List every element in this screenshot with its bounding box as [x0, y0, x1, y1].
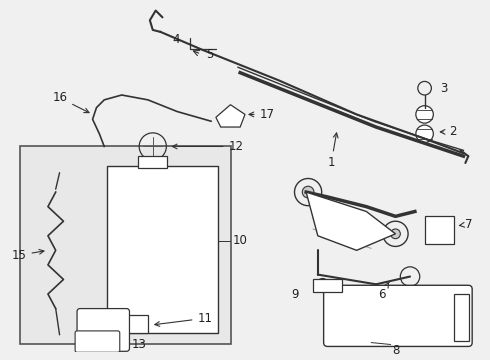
- Text: 13: 13: [131, 338, 147, 351]
- Text: 14: 14: [107, 328, 122, 347]
- Circle shape: [94, 320, 113, 339]
- Text: 7: 7: [460, 217, 473, 231]
- Bar: [20, 147, 231, 345]
- Polygon shape: [306, 192, 395, 250]
- Text: 12: 12: [172, 140, 244, 153]
- Circle shape: [302, 186, 314, 198]
- Polygon shape: [112, 315, 148, 333]
- Circle shape: [416, 125, 433, 143]
- Text: 15: 15: [12, 249, 44, 262]
- Text: 9: 9: [291, 288, 298, 301]
- Circle shape: [377, 311, 385, 319]
- Text: 11: 11: [155, 312, 213, 326]
- Text: 5: 5: [206, 48, 214, 61]
- Polygon shape: [425, 216, 454, 243]
- FancyBboxPatch shape: [107, 166, 218, 333]
- Text: 1: 1: [327, 133, 338, 170]
- Circle shape: [371, 306, 391, 325]
- FancyBboxPatch shape: [75, 331, 120, 352]
- Text: 10: 10: [232, 234, 247, 247]
- Text: 8: 8: [392, 344, 399, 357]
- Polygon shape: [138, 156, 168, 168]
- FancyBboxPatch shape: [77, 309, 129, 351]
- Circle shape: [416, 106, 433, 123]
- Text: 2: 2: [441, 125, 456, 138]
- Polygon shape: [216, 105, 245, 127]
- Text: 17: 17: [249, 108, 274, 121]
- Polygon shape: [313, 279, 342, 292]
- Text: 6: 6: [378, 282, 389, 301]
- Polygon shape: [454, 294, 469, 341]
- FancyBboxPatch shape: [323, 285, 472, 346]
- Circle shape: [391, 229, 400, 239]
- Text: 3: 3: [440, 82, 447, 95]
- Text: 4: 4: [172, 33, 180, 46]
- Text: 16: 16: [52, 91, 89, 113]
